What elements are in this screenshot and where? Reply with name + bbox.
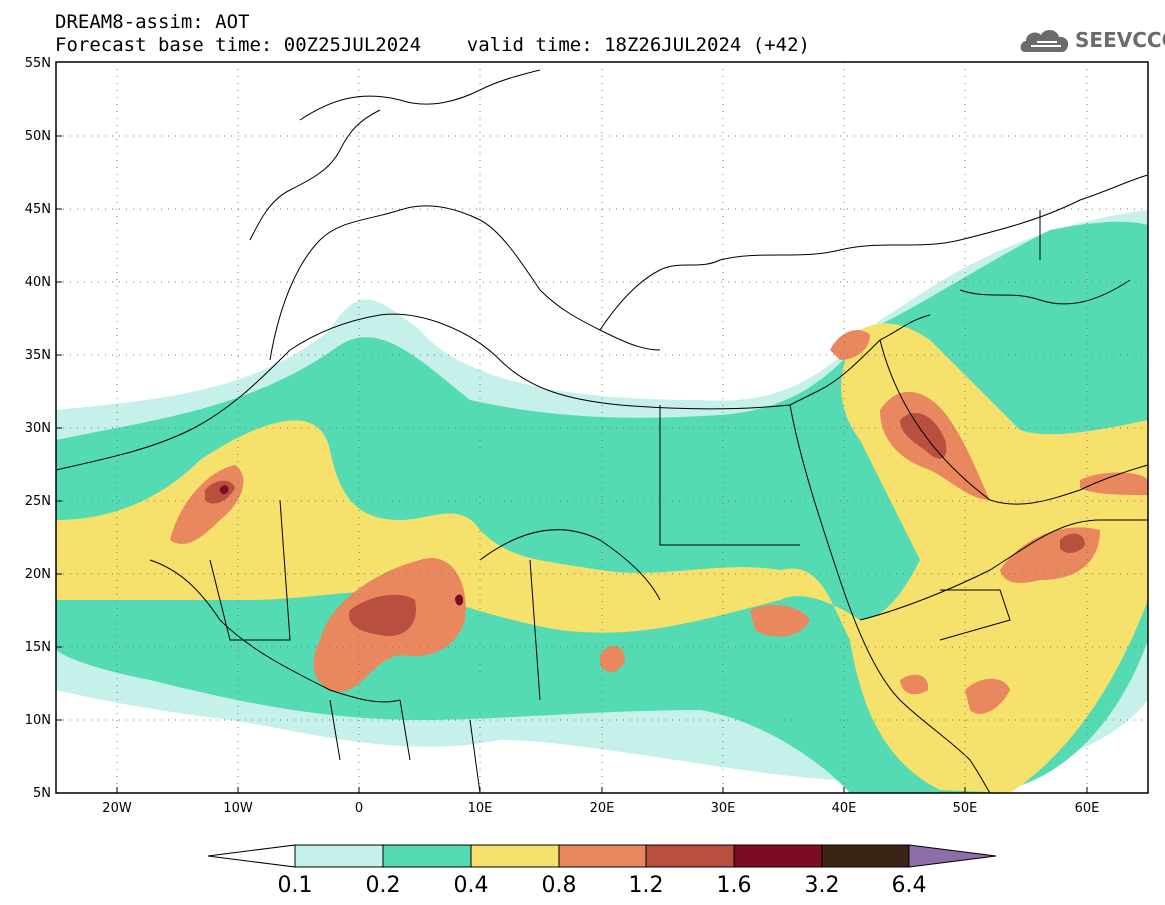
lat-tick-label: 50N (25, 129, 51, 144)
lon-tick-label: 20E (590, 801, 615, 816)
coastlines (56, 69, 1148, 793)
latitude-labels: 55N 50N 45N 40N 35N 30N 25N 20N 15N 10N … (25, 56, 51, 801)
legend-swatch (471, 845, 559, 867)
lat-tick-label: 30N (25, 421, 51, 436)
legend-swatch (646, 845, 734, 867)
aot-band-0.4 (56, 323, 1148, 793)
gridlines (56, 62, 1148, 793)
legend-level-label: 0.1 (278, 873, 313, 898)
logo-text: SEEVCCC (1075, 28, 1165, 52)
lat-tick-label: 20N (25, 567, 51, 582)
aot-band-0.8 (830, 330, 870, 360)
chart-title: DREAM8-assim: AOT (55, 11, 250, 33)
longitude-labels: 20W 10W 0 10E 20E 30E 40E 50E 60E (102, 801, 1099, 816)
lat-tick-label: 5N (33, 786, 51, 801)
lon-tick-label: 10W (223, 801, 253, 816)
lon-tick-label: 60E (1075, 801, 1100, 816)
seevccc-logo: SEEVCCC (1017, 22, 1165, 58)
lat-tick-label: 35N (25, 348, 51, 363)
color-legend: 0.1 0.2 0.4 0.8 1.2 1.6 3.2 6.4 (207, 844, 997, 898)
legend-level-label: 0.4 (454, 873, 489, 898)
lat-tick-label: 10N (25, 713, 51, 728)
legend-swatch (559, 845, 646, 867)
lon-tick-label: 30E (711, 801, 736, 816)
legend-level-label: 6.4 (892, 873, 927, 898)
aot-band-0.8 (750, 604, 810, 637)
legend-arrow-low (207, 844, 296, 868)
lon-tick-label: 0 (355, 801, 363, 816)
lon-tick-label: 20W (102, 801, 132, 816)
lat-tick-label: 25N (25, 494, 51, 509)
tick-marks (56, 135, 1088, 793)
legend-level-label: 0.8 (542, 873, 577, 898)
lon-tick-label: 50E (953, 801, 978, 816)
aot-band-1.2 (1060, 533, 1085, 553)
legend-swatch (822, 845, 909, 867)
legend-swatch (295, 845, 383, 867)
lat-tick-label: 45N (25, 202, 51, 217)
forecast-time-line: Forecast base time: 00Z25JUL2024 valid t… (55, 34, 810, 56)
lat-tick-label: 40N (25, 275, 51, 290)
lat-tick-label: 15N (25, 640, 51, 655)
legend-level-label: 3.2 (805, 873, 840, 898)
legend-swatch (734, 845, 822, 867)
aot-field (56, 210, 1148, 793)
aot-band-0.8 (600, 645, 625, 672)
lon-tick-label: 40E (832, 801, 857, 816)
legend-level-label: 1.6 (717, 873, 752, 898)
aot-band-0.8 (965, 678, 1010, 714)
legend-arrow-high (909, 845, 996, 867)
legend-level-label: 1.2 (629, 873, 664, 898)
lat-tick-label: 55N (25, 56, 51, 71)
aot-band-1.6 (455, 594, 464, 606)
legend-level-label: 0.2 (366, 873, 401, 898)
aot-band-1.2 (349, 594, 416, 636)
aot-band-0.8 (900, 674, 929, 695)
lon-tick-label: 10E (468, 801, 493, 816)
aot-band-1.6 (219, 485, 229, 495)
legend-swatch (383, 845, 471, 867)
aot-band-0.8 (1080, 472, 1148, 495)
cloud-logo-icon (1020, 29, 1069, 52)
aot-band-1.2 (205, 480, 235, 504)
